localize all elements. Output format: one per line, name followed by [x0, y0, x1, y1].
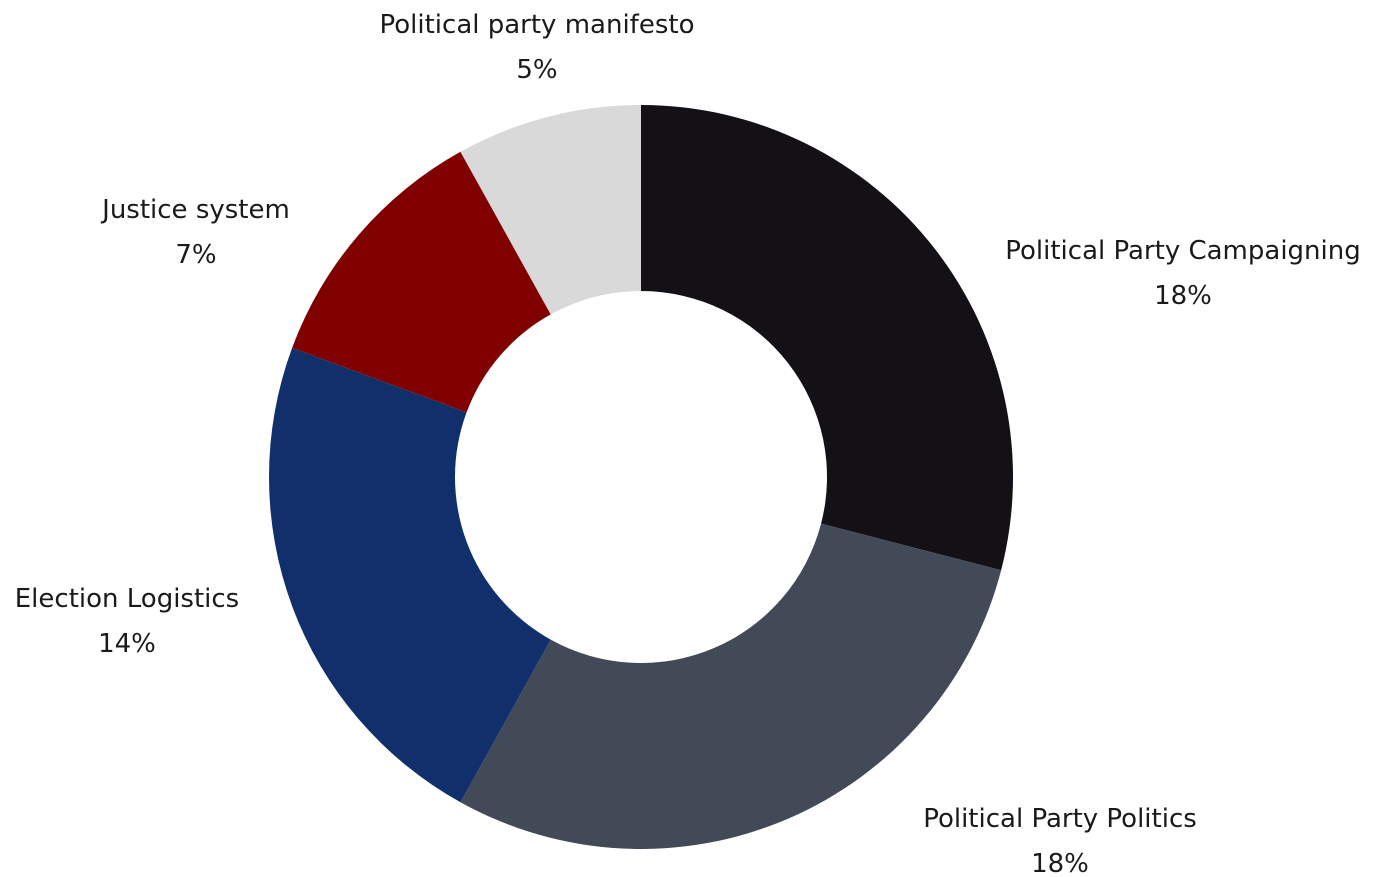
slice-election-logistics — [269, 347, 551, 803]
slice-political-party-manifesto — [460, 105, 641, 315]
slice-justice-system — [292, 151, 551, 413]
slices-group — [269, 105, 1014, 850]
slice-political-party-politics — [460, 523, 1002, 850]
slice-value-political-party-manifesto: 5% — [516, 55, 557, 85]
slice-label-political-party-campaigning: Political Party Campaigning — [1005, 236, 1360, 266]
slice-value-political-party-politics: 18% — [1031, 849, 1089, 877]
slice-political-party-campaigning — [641, 105, 1014, 571]
slice-value-political-party-campaigning: 18% — [1154, 281, 1212, 311]
labels-group: Political Party Campaigning 18% Political … — [15, 10, 1361, 877]
slice-label-election-logistics: Election Logistics — [15, 584, 239, 614]
slice-label-political-party-politics: Political Party Politics — [923, 804, 1197, 834]
slice-value-election-logistics: 14% — [98, 629, 156, 659]
slice-label-justice-system: Justice system — [100, 195, 290, 225]
slice-label-political-party-manifesto: Political party manifesto — [380, 10, 695, 40]
slice-value-justice-system: 7% — [175, 240, 216, 270]
